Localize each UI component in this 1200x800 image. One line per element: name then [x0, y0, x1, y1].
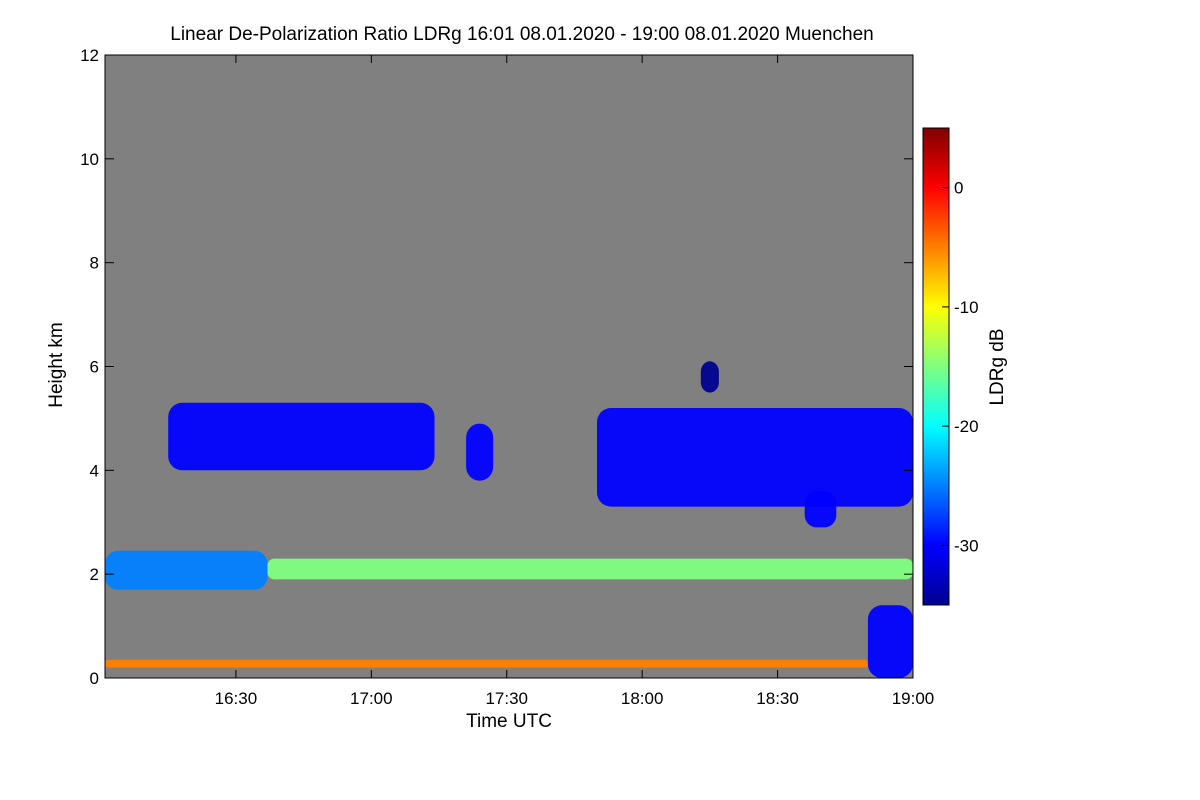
feature-cloud-patch: [466, 423, 494, 481]
feature-virga: [804, 491, 837, 528]
colorbar-tick-label: -10: [954, 298, 979, 317]
x-tick-label: 18:30: [756, 689, 799, 708]
feature-near-surface-layer: [105, 659, 868, 668]
chart-title: Linear De-Polarization Ratio LDRg 16:01 …: [170, 24, 873, 45]
y-tick-label: 10: [80, 150, 99, 169]
y-tick-label: 4: [90, 461, 99, 480]
feature-fall-streak: [700, 361, 719, 393]
x-axis-label: Time UTC: [466, 711, 552, 732]
y-tick-label: 2: [90, 565, 99, 584]
colorbar: [922, 127, 950, 606]
x-tick-label: 16:30: [215, 689, 258, 708]
x-tick-label: 17:00: [350, 689, 393, 708]
feature-aerosol-layer: [267, 558, 913, 580]
y-axis: 0 2 4 6 8 10 12: [80, 46, 913, 688]
feature-cloud-layer: [168, 402, 435, 471]
y-tick-label: 0: [90, 669, 99, 688]
colorbar-tick-label: -20: [954, 417, 979, 436]
x-tick-label: 17:30: [485, 689, 528, 708]
y-axis-label: Height km: [46, 322, 67, 408]
plot-features: [105, 361, 913, 678]
x-tick-label: 18:00: [621, 689, 664, 708]
y-tick-label: 8: [90, 254, 99, 273]
x-axis: 16:30 17:00 17:30 18:00 18:30 19:00: [215, 55, 935, 708]
x-tick-label: 19:00: [892, 689, 935, 708]
colorbar-tick-label: 0: [954, 179, 963, 198]
feature-aerosol-layer: [105, 550, 268, 590]
colorbar-tick-label: -30: [954, 536, 979, 555]
colorbar-label: LDRg dB: [987, 328, 1008, 405]
feature-cloud-layer: [597, 408, 913, 507]
y-tick-label: 12: [80, 46, 99, 65]
feature-precipitation: [867, 605, 913, 678]
y-tick-label: 6: [90, 358, 99, 377]
colorbar-ticks: 0 -10 -20 -30: [942, 179, 979, 555]
